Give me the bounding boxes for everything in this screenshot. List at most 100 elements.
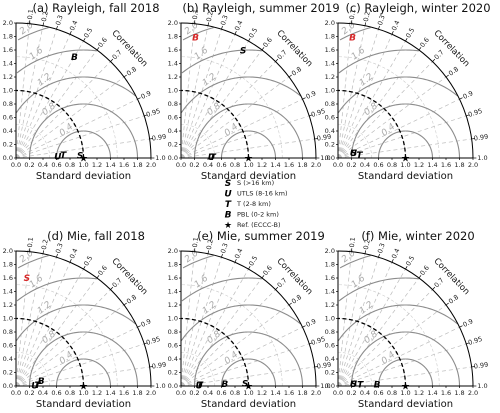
corr-tick-mark [123, 302, 127, 306]
corr-tick-mark [364, 22, 367, 26]
x-tick-label: 1.2 [414, 389, 424, 397]
corr-tick-mark [466, 114, 470, 117]
y-tick-label: 1.0 [168, 315, 178, 323]
corr-tick-mark [83, 265, 86, 270]
legend: S S (>16 km) U UTLS (8-16 km) T T (2-8 km) B PB… [224, 179, 288, 231]
corr-tick-label: 0.6 [418, 264, 431, 277]
rms-contour [17, 255, 49, 269]
corr-tick-mark [459, 325, 463, 328]
x-tick-label: 2.0 [311, 161, 321, 169]
rms-label: 0.8 [362, 101, 380, 118]
correlation-gridline [180, 76, 290, 159]
x-tick-label: 1.0 [78, 389, 88, 397]
y-tick-label: 1.4 [168, 288, 178, 296]
corr-tick-label: 0.95 [145, 335, 161, 347]
y-tick-label: 1.2 [168, 301, 178, 309]
y-tick-label: 0.4 [325, 355, 335, 363]
x-tick-label: 1.4 [105, 161, 115, 169]
rms-contour [182, 255, 214, 269]
y-tick-label: 0.0 [3, 154, 13, 162]
x-tick-label: 0.2 [189, 389, 199, 397]
x-tick-label: 0.6 [51, 389, 61, 397]
corr-tick-label: 0.2 [362, 11, 372, 23]
y-tick-label: 0.6 [325, 342, 335, 350]
rms-label: 1.2 [201, 72, 219, 89]
y-tick-label: 1.6 [3, 274, 13, 282]
taylor-panel: (c) Rayleigh, winter 2020 0.4 0.8 1.2 1.6 2.0… [325, 1, 491, 182]
x-tick-label: 0.2 [346, 389, 356, 397]
data-point-marker: U [350, 380, 358, 390]
corr-tick-label: 0.1 [26, 237, 35, 248]
panel-title: (d) Mie, fall 2018 [47, 229, 145, 243]
std-gridline [15, 351, 51, 387]
x-tick-label: 0.4 [203, 161, 213, 169]
x-tick-label: 0.2 [24, 389, 34, 397]
x-tick-label: 1.4 [270, 389, 280, 397]
corr-tick-mark [207, 250, 210, 254]
rms-label: 1.2 [358, 300, 376, 317]
data-point-marker: B [221, 380, 228, 390]
y-tick-label: 0.2 [168, 369, 178, 377]
correlation-gridline [337, 138, 472, 159]
rms-label: 0.8 [205, 101, 223, 118]
y-tick-label: 0.0 [325, 154, 335, 162]
y-tick-label: 0.6 [168, 342, 178, 350]
correlation-gridline [15, 29, 57, 159]
corr-tick-label: 0.5 [247, 254, 259, 267]
corr-tick-label: 0.8 [290, 293, 303, 306]
taylor-panel: (b) Rayleigh, summer 2019 0.4 0.8 1.2 1.6 2.0… [168, 1, 340, 182]
corr-tick-label: 0.95 [145, 107, 161, 119]
std-gridline [180, 56, 283, 159]
rms-contour [220, 358, 277, 386]
rms-contour [16, 49, 97, 74]
rms-label: 1.6 [28, 45, 46, 62]
y-tick-label: 1.2 [3, 73, 13, 81]
corr-tick-label: 0.9 [462, 89, 475, 101]
correlation-gridline [15, 343, 145, 387]
std-gridline [337, 123, 373, 159]
data-point-marker: B [374, 380, 381, 390]
corr-tick-label: 0.6 [261, 36, 274, 49]
correlation-gridline [15, 76, 125, 159]
taylor-panel: (e) Mie, summer 20190.40.81.21.62.00.00.… [168, 229, 332, 410]
correlation-gridline [337, 257, 379, 387]
corr-tick-mark [56, 253, 58, 258]
corr-tick-mark [234, 31, 237, 35]
outer-arc [15, 250, 152, 387]
corr-tick-mark [405, 37, 408, 42]
panel-title: (a) Rayleigh, fall 2018 [32, 1, 159, 15]
y-tick-label: 0.8 [168, 100, 178, 108]
corr-tick-mark [110, 286, 114, 290]
corr-tick-label: 1.0 [477, 154, 487, 162]
correlation-gridline [180, 326, 303, 387]
rms-label: 1.6 [350, 45, 368, 62]
reference-std-arc [337, 317, 407, 387]
x-tick-label: 1.6 [441, 389, 451, 397]
y-tick-label: 1.2 [325, 301, 335, 309]
x-tick-label: 1.0 [400, 389, 410, 397]
y-tick-label: 1.8 [168, 33, 178, 41]
corr-tick-mark [221, 25, 223, 30]
rms-contour [337, 76, 458, 114]
correlation-gridline [180, 49, 263, 159]
correlation-axis-label: Correlation [109, 256, 149, 297]
x-tick-label: 1.8 [454, 161, 464, 169]
corr-tick-mark [445, 74, 449, 78]
corr-tick-mark [69, 259, 72, 263]
legend-marker: S [225, 179, 231, 189]
x-tick-label: 0.0 [333, 389, 343, 397]
y-tick-label: 0.0 [168, 154, 178, 162]
rms-contour [377, 358, 434, 386]
corr-tick-label: 0.6 [418, 36, 431, 49]
data-point-marker: S [77, 151, 83, 161]
y-tick-label: 1.2 [325, 73, 335, 81]
rms-contour [337, 304, 458, 342]
y-tick-label: 1.6 [325, 46, 335, 54]
reference-std-arc [180, 317, 250, 387]
corr-tick-label: 0.8 [290, 65, 303, 78]
y-tick-label: 1.6 [3, 46, 13, 54]
corr-tick-label: 0.1 [348, 237, 357, 248]
correlation-gridline [15, 262, 71, 387]
corr-tick-mark [42, 250, 45, 254]
x-tick-label: 1.2 [92, 161, 102, 169]
